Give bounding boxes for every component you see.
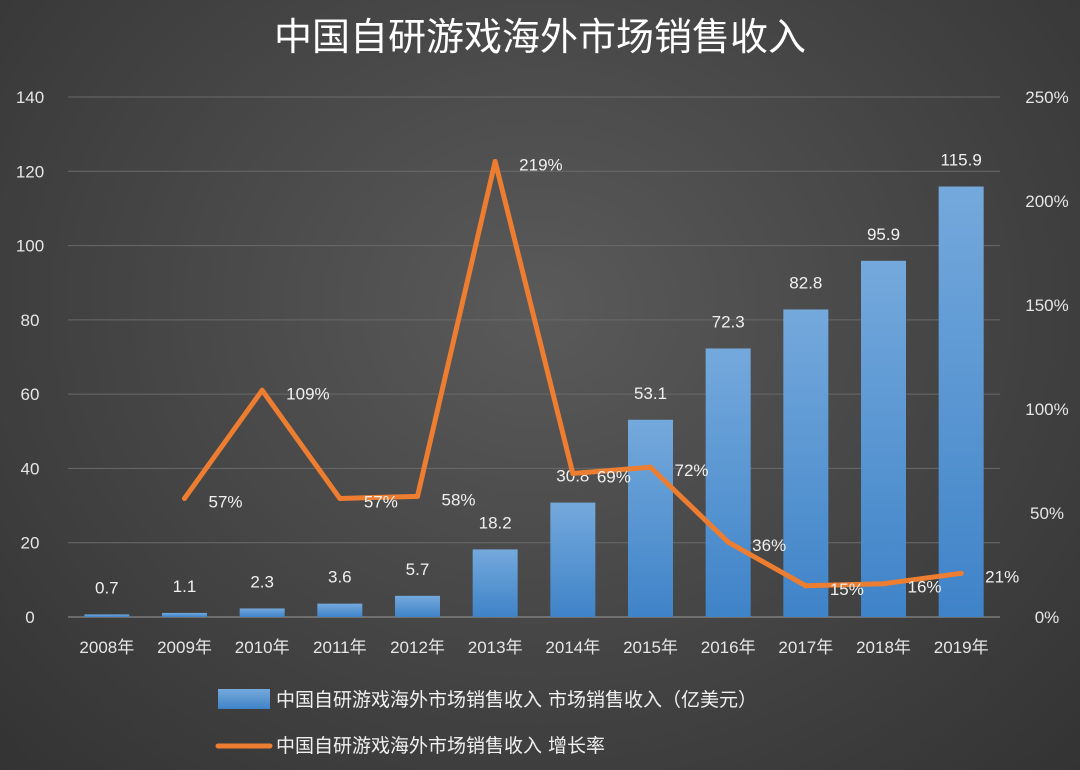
bar-value-label: 1.1 bbox=[173, 577, 197, 596]
bar-value-label: 95.9 bbox=[867, 225, 900, 244]
x-tick-label: 2008年 bbox=[79, 638, 134, 657]
bar bbox=[317, 603, 363, 617]
left-tick-label: 100 bbox=[16, 237, 44, 256]
growth-value-label: 57% bbox=[364, 492, 398, 511]
growth-point bbox=[259, 387, 265, 393]
growth-point bbox=[492, 158, 498, 164]
growth-point bbox=[958, 570, 964, 576]
bar bbox=[783, 309, 829, 617]
growth-point bbox=[725, 539, 731, 545]
bar-series bbox=[84, 186, 984, 617]
bar-value-label: 2.3 bbox=[250, 572, 274, 591]
left-tick-label: 140 bbox=[16, 88, 44, 107]
bar-value-label: 18.2 bbox=[479, 513, 512, 532]
left-tick-label: 20 bbox=[21, 534, 40, 553]
growth-value-label: 21% bbox=[985, 567, 1019, 586]
bar bbox=[395, 595, 440, 617]
bar bbox=[239, 608, 285, 617]
bar-labels: 0.7 1.1 2.3 3.6 5.718.230.853.172.382.895.91… bbox=[95, 151, 982, 598]
growth-value-label: 15% bbox=[830, 580, 864, 599]
x-tick-label: 2011年 bbox=[313, 638, 367, 657]
line-series bbox=[182, 158, 964, 589]
x-axis: 2008年 2009年 2010年 2011年 2012年 2013年 2014年 2015年… bbox=[79, 638, 988, 657]
legend: 中国自研游戏海外市场销售收入 市场销售收入（亿美元） 中国自研游戏海外市场销售收… bbox=[215, 689, 757, 757]
bar bbox=[705, 348, 751, 617]
bar bbox=[938, 186, 984, 617]
bar-value-label: 82.8 bbox=[789, 273, 822, 292]
right-tick-label: 150% bbox=[1025, 296, 1068, 315]
bar-value-label: 0.7 bbox=[95, 578, 119, 597]
legend-label-line: 中国自研游戏海外市场销售收入 增长率 bbox=[276, 735, 605, 757]
growth-value-label: 16% bbox=[908, 578, 942, 597]
bar-value-label: 5.7 bbox=[406, 560, 430, 579]
bar-value-label: 115.9 bbox=[941, 151, 982, 170]
growth-point bbox=[182, 495, 187, 501]
left-tick-label: 60 bbox=[21, 385, 40, 404]
x-tick-label: 2016年 bbox=[701, 638, 756, 657]
x-tick-label: 2010年 bbox=[235, 638, 290, 657]
right-tick-label: 50% bbox=[1030, 504, 1064, 523]
x-tick-label: 2014年 bbox=[545, 638, 600, 657]
legend-label-bar: 中国自研游戏海外市场销售收入 市场销售收入（亿美元） bbox=[276, 689, 757, 711]
x-tick-label: 2013年 bbox=[468, 638, 523, 657]
growth-point bbox=[803, 583, 809, 589]
right-axis: 0% 50% 100% 150% 200% 250% bbox=[1025, 88, 1068, 627]
bar-value-label: 53.1 bbox=[634, 384, 667, 403]
growth-value-label: 58% bbox=[442, 490, 476, 509]
left-axis: 0 20 40 60 80 100 120 140 bbox=[16, 88, 44, 627]
bar bbox=[861, 260, 906, 617]
x-tick-label: 2017年 bbox=[778, 638, 833, 657]
bar bbox=[162, 612, 207, 617]
right-tick-label: 0% bbox=[1035, 608, 1060, 627]
growth-point bbox=[648, 464, 653, 470]
bar bbox=[472, 549, 518, 617]
x-tick-label: 2018年 bbox=[856, 638, 911, 657]
growth-point bbox=[337, 495, 343, 501]
growth-point bbox=[570, 470, 576, 476]
x-tick-label: 2019年 bbox=[934, 638, 989, 657]
chart-title: 中国自研游戏海外市场销售收入 bbox=[274, 15, 806, 59]
growth-value-label: 69% bbox=[597, 467, 631, 486]
growth-value-label: 36% bbox=[752, 536, 786, 555]
growth-value-label: 72% bbox=[675, 461, 709, 480]
left-tick-label: 40 bbox=[21, 459, 40, 478]
legend-swatch-bar bbox=[218, 689, 270, 709]
bar-value-label: 72.3 bbox=[712, 312, 745, 331]
right-tick-label: 200% bbox=[1025, 192, 1068, 211]
growth-value-label: 57% bbox=[209, 492, 243, 511]
bar bbox=[628, 419, 673, 617]
left-tick-label: 120 bbox=[16, 162, 44, 181]
x-tick-label: 2009年 bbox=[157, 638, 212, 657]
growth-point bbox=[415, 493, 420, 499]
growth-point bbox=[881, 581, 886, 587]
right-tick-label: 250% bbox=[1025, 88, 1068, 107]
x-tick-label: 2015年 bbox=[623, 638, 678, 657]
x-tick-label: 2012年 bbox=[390, 638, 445, 657]
growth-value-label: 219% bbox=[519, 155, 562, 174]
left-tick-label: 0 bbox=[25, 608, 34, 627]
growth-value-label: 109% bbox=[286, 384, 329, 403]
bar-value-label: 3.6 bbox=[328, 568, 352, 587]
gridlines bbox=[68, 96, 1000, 618]
bar bbox=[84, 614, 130, 617]
line-labels: 57% 109% 57% 58% 219% 69% 72% 36% 15% 16% 21% bbox=[209, 155, 1020, 598]
left-tick-label: 80 bbox=[21, 311, 40, 330]
right-tick-label: 100% bbox=[1025, 400, 1068, 419]
bar bbox=[550, 502, 596, 617]
